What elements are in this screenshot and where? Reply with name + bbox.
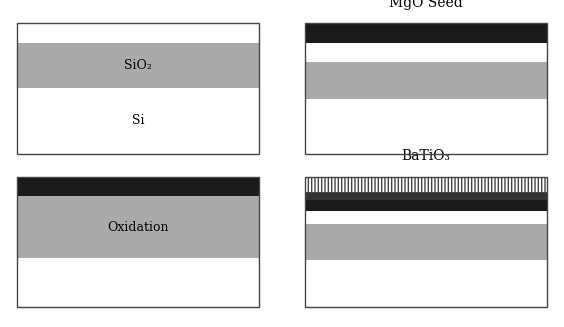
Bar (305, 177, 547, 307)
Text: Si: Si (132, 114, 144, 128)
Bar (305, 177, 547, 307)
Bar (17, 43, 259, 88)
Bar (305, 260, 547, 307)
Text: MgO Seed: MgO Seed (389, 0, 462, 10)
Bar (305, 200, 547, 211)
Bar (305, 43, 547, 62)
Text: SiO₂: SiO₂ (124, 59, 152, 72)
Bar (305, 23, 547, 43)
Bar (305, 23, 547, 154)
Bar (305, 224, 547, 260)
Bar (17, 196, 259, 258)
Bar (305, 99, 547, 154)
Bar (305, 192, 547, 200)
Bar (305, 23, 547, 154)
Bar (17, 88, 259, 154)
Bar (17, 258, 259, 307)
Text: BaTiO₃: BaTiO₃ (402, 149, 450, 164)
Text: Oxidation: Oxidation (107, 221, 169, 234)
Bar (17, 23, 259, 43)
Bar (305, 62, 547, 99)
Bar (17, 23, 259, 154)
Bar (305, 211, 547, 224)
Bar (17, 177, 259, 196)
Bar (305, 177, 547, 192)
Bar (17, 23, 259, 154)
Bar (17, 177, 259, 307)
Bar (17, 177, 259, 307)
